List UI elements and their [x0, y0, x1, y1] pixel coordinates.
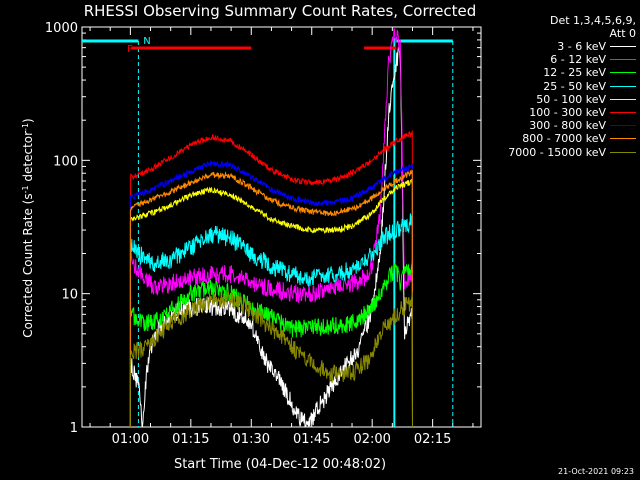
legend-header-line2: Att 0 — [609, 27, 636, 40]
legend-swatch — [610, 151, 636, 153]
series-line-1 — [129, 47, 413, 428]
series-line-7 — [129, 160, 413, 428]
legend-entry: 6 - 12 keV — [482, 53, 636, 66]
legend-label: 800 - 7000 keV — [522, 132, 606, 146]
flag-f-label: F — [127, 44, 133, 55]
series-line-4 — [129, 213, 413, 428]
legend-label: 50 - 100 keV — [536, 92, 606, 106]
y-axis-label-pre: Corrected Count Rate (s — [21, 193, 35, 337]
legend-swatch — [610, 98, 636, 100]
y-axis-label-post: ) — [21, 118, 35, 123]
x-tick-label: 01:45 — [293, 432, 330, 447]
x-axis-label: Start Time (04-Dec-12 00:48:02) — [174, 457, 386, 472]
series-line-8 — [129, 169, 413, 428]
x-tick-label: 01:00 — [112, 432, 149, 447]
y-axis-label-sup2: -1 — [21, 123, 30, 131]
timestamp: 21-Oct-2021 09:23 — [558, 467, 634, 476]
legend-swatch — [610, 59, 636, 61]
series-line-2 — [129, 28, 413, 428]
y-tick-label: 1000 — [45, 21, 78, 36]
y-axis-label-sup1: -1 — [21, 185, 30, 193]
legend-entry: 800 - 7000 keV — [482, 132, 636, 145]
legend-entry: 25 - 50 keV — [482, 80, 636, 93]
y-axis-label-mid: detector — [21, 131, 35, 186]
legend-label: 100 - 300 keV — [529, 106, 606, 120]
y-tick-label: 100 — [53, 154, 78, 169]
legend-entry: 100 - 300 keV — [482, 106, 636, 119]
legend-entry: 300 - 800 keV — [482, 119, 636, 132]
legend-entry: 7000 - 15000 keV — [482, 146, 636, 159]
legend-label: 12 - 25 keV — [543, 66, 606, 80]
flag-n-label: N — [143, 36, 150, 47]
series-line-3 — [129, 260, 413, 428]
chart-title: RHESSI Observing Summary Count Rates, Co… — [84, 2, 477, 20]
legend-label: 25 - 50 keV — [543, 79, 606, 93]
x-tick-label: 02:00 — [353, 432, 390, 447]
x-tick-label: 02:15 — [414, 432, 451, 447]
legend-label: 3 - 6 keV — [557, 40, 606, 54]
series-line-5 — [129, 178, 413, 428]
legend-header-line1: Det 1,3,4,5,6,9, — [549, 14, 636, 27]
y-axis-label: Corrected Count Rate (s-1 detector-1) — [21, 118, 36, 337]
plot-frame — [81, 26, 482, 428]
legend-entry: 12 - 25 keV — [482, 66, 636, 79]
legend-swatch — [610, 46, 636, 48]
x-tick-label: 01:15 — [172, 432, 209, 447]
legend-swatch — [610, 138, 636, 140]
legend-label: 7000 - 15000 keV — [508, 145, 606, 159]
legend-entry: 3 - 6 keV — [482, 40, 636, 53]
y-tick-label: 1 — [70, 421, 78, 436]
legend-label: 6 - 12 keV — [550, 53, 606, 67]
y-tick-label: 10 — [61, 288, 78, 303]
legend-label: 300 - 800 keV — [529, 119, 606, 133]
legend-swatch — [610, 112, 636, 114]
legend-swatch — [610, 72, 636, 74]
legend: Det 1,3,4,5,6,9, Att 0 3 - 6 keV 6 - 12 k… — [482, 14, 636, 159]
series-line-9 — [129, 290, 413, 428]
series-line-6 — [129, 130, 413, 428]
legend-swatch — [610, 85, 636, 87]
legend-swatch — [610, 125, 636, 127]
x-tick-label: 01:30 — [233, 432, 270, 447]
legend-entry: 50 - 100 keV — [482, 93, 636, 106]
